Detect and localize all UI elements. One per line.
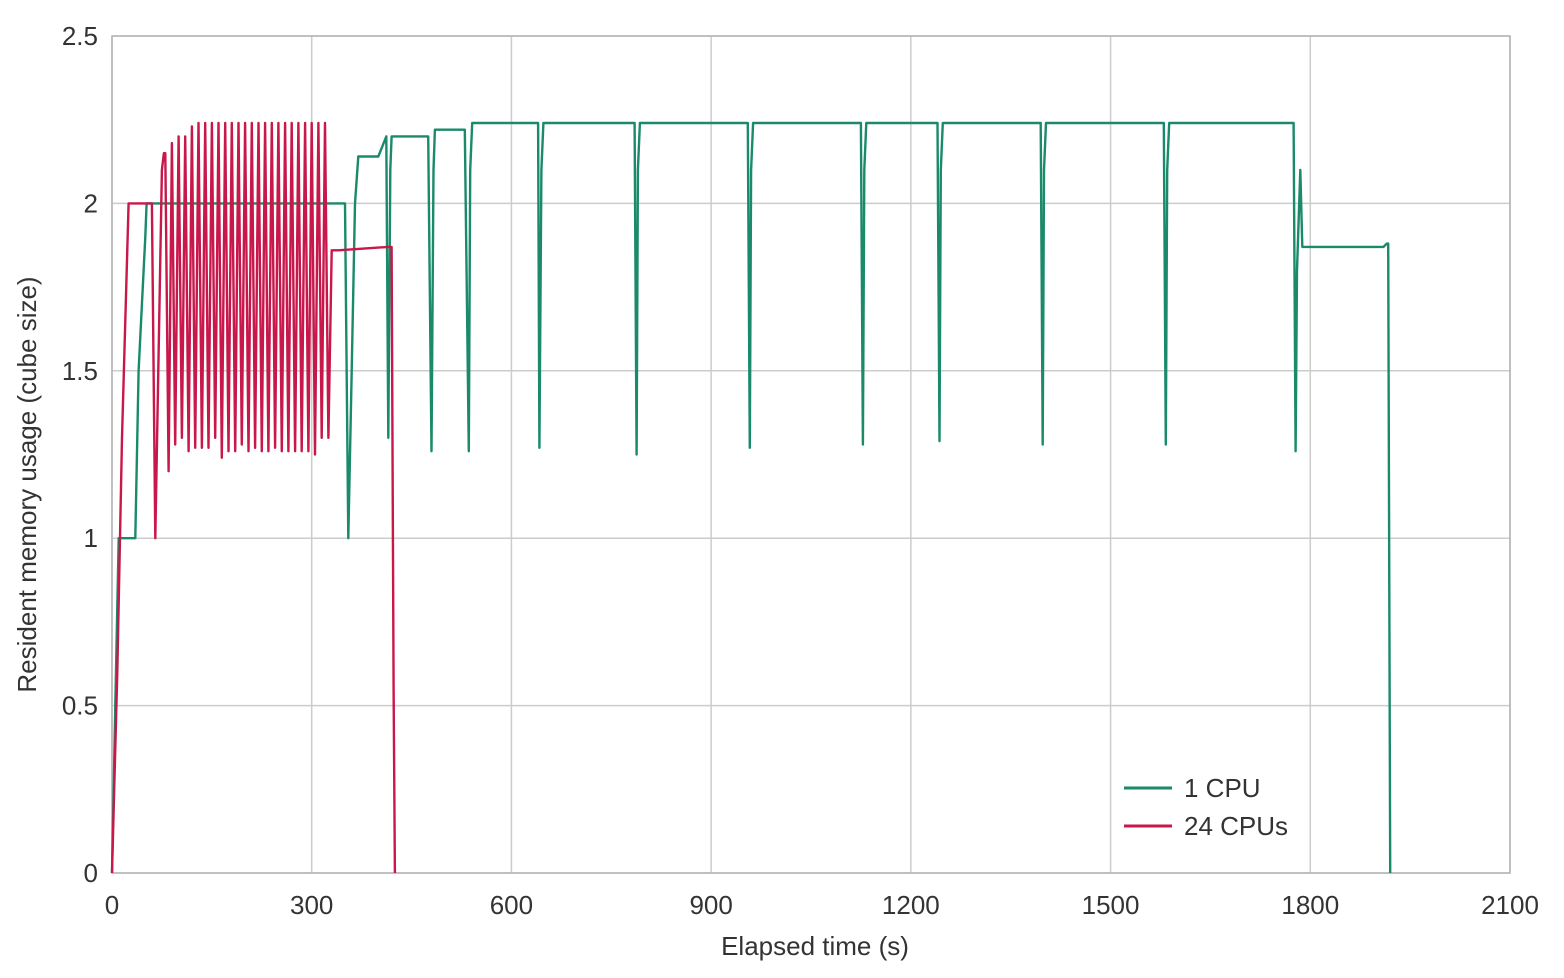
x-tick-label-1: 300 [290,890,333,920]
x-tick-label-6: 1800 [1281,890,1339,920]
y-tick-label-3: 1.5 [62,356,98,386]
y-axis-title: Resident memory usage (cube size) [12,276,42,692]
x-tick-label-2: 600 [490,890,533,920]
x-tick-label-3: 900 [689,890,732,920]
y-tick-label-4: 2 [84,188,98,218]
x-axis-title: Elapsed time (s) [721,931,909,961]
y-axis-tick-labels: 0 0.5 1 1.5 2 2.5 [62,21,98,888]
y-tick-label-2: 1 [84,523,98,553]
y-tick-label-5: 2.5 [62,21,98,51]
series-line-1-cpu [110,121,1392,874]
y-tick-label-0: 0 [84,858,98,888]
y-tick-label-1: 0.5 [62,691,98,721]
series-layer [110,121,1392,874]
x-tick-label-4: 1200 [882,890,940,920]
series-line-24-cpus [110,121,397,874]
x-tick-label-0: 0 [105,890,119,920]
legend: 1 CPU 24 CPUs [1124,773,1288,841]
legend-label-1-cpu: 1 CPU [1184,773,1261,803]
x-tick-label-7: 2100 [1481,890,1539,920]
plot-frame [111,35,1511,874]
x-axis-tick-labels: 0 300 600 900 1200 1500 1800 2100 [105,890,1539,920]
x-tick-label-5: 1500 [1082,890,1140,920]
legend-label-24-cpus: 24 CPUs [1184,811,1288,841]
